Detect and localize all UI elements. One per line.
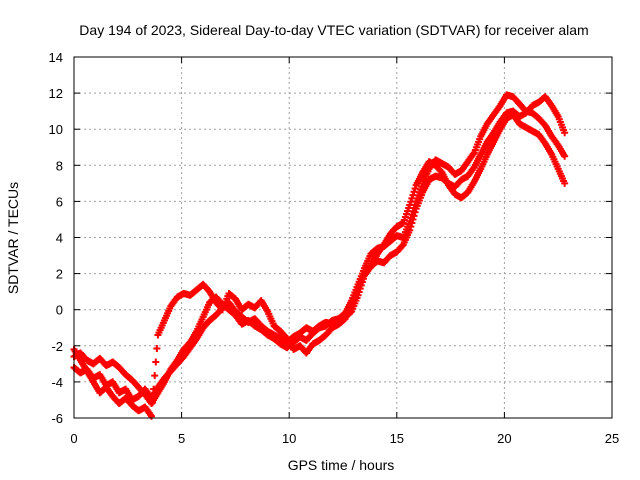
x-tick-label: 5 (178, 431, 185, 446)
data-point (561, 179, 569, 187)
x-tick-label: 10 (282, 431, 296, 446)
y-tick-label: 10 (49, 122, 63, 137)
data-point (152, 358, 160, 366)
y-tick-label: 14 (49, 50, 63, 65)
data-point (151, 372, 159, 380)
data-point (398, 242, 406, 250)
y-tick-label: 0 (56, 303, 63, 318)
y-axis-label: SDTVAR / TECUs (5, 182, 21, 294)
y-tick-label: -6 (51, 411, 63, 426)
x-axis-label: GPS time / hours (288, 457, 395, 473)
data-point (561, 129, 569, 137)
data-point (149, 399, 157, 407)
series-track-c (70, 111, 569, 420)
x-tick-label: 25 (605, 431, 619, 446)
y-tick-label: 2 (56, 267, 63, 282)
data-point (147, 412, 155, 420)
chart-title: Day 194 of 2023, Sidereal Day-to-day VTE… (79, 22, 588, 38)
y-tick-label: -2 (51, 339, 63, 354)
y-tick-label: 4 (56, 231, 63, 246)
data-point (150, 385, 158, 393)
x-tick-label: 20 (497, 431, 511, 446)
data-points (70, 91, 569, 420)
y-tick-label: 8 (56, 158, 63, 173)
y-tick-label: 6 (56, 194, 63, 209)
data-point (153, 345, 161, 353)
x-tick-label: 15 (390, 431, 404, 446)
y-tick-label: -4 (51, 375, 63, 390)
y-tick-label: 12 (49, 86, 63, 101)
y-tick-labels: -6 -4 -2 0 2 4 6 8 10 12 14 (49, 50, 63, 426)
data-point (561, 152, 569, 160)
x-tick-label: 0 (70, 431, 77, 446)
axis-ticks (73, 56, 613, 419)
x-tick-labels: 0 5 10 15 20 25 (70, 431, 619, 446)
